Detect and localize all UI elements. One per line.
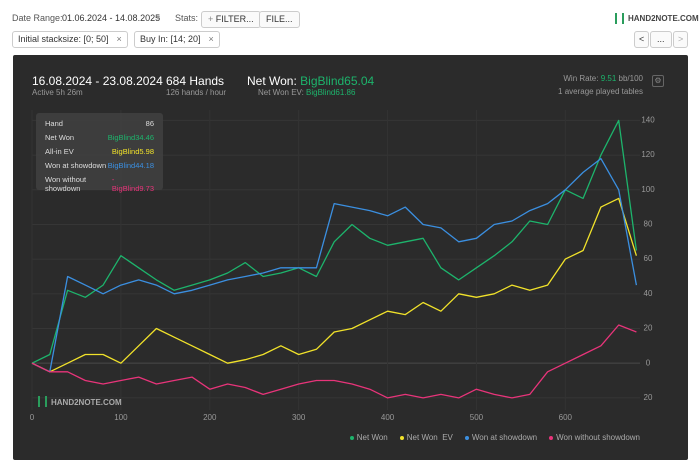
legend-label: Won without showdown <box>556 433 640 442</box>
more-button[interactable]: ... <box>650 31 672 48</box>
net-won-label: Net Won: <box>247 74 297 88</box>
tables: 1 average played tables <box>558 87 643 96</box>
watermark-icon <box>38 396 47 407</box>
tooltip-label: Net Won <box>45 133 75 142</box>
y-tick-label: 0 <box>646 358 651 367</box>
x-tick-label: 0 <box>30 413 35 422</box>
logo-icon <box>615 13 624 24</box>
filter-text: Initial stacksize: [0; 50] <box>18 34 109 44</box>
series-line <box>31 197 638 373</box>
net-won: Net Won: BigBlind65.04 <box>247 74 374 88</box>
tooltip-value: -BigBlind9.73 <box>111 175 154 193</box>
legend-item[interactable]: Net Won EV <box>399 433 453 442</box>
tooltip-row: Won without showdown -BigBlind9.73 <box>45 175 154 193</box>
legend-swatch <box>349 435 354 440</box>
win-rate-unit: bb/100 <box>618 74 643 83</box>
y-tick-label: 140 <box>641 116 655 125</box>
legend-label: Net Won EV <box>406 433 453 442</box>
tooltip-value: BigBlind5.98 <box>111 147 154 156</box>
remove-icon[interactable]: × <box>208 34 214 44</box>
ev-label: Net Won EV: <box>258 88 304 97</box>
file-button[interactable]: FILE... <box>259 11 300 28</box>
x-tick-label: 300 <box>292 413 306 422</box>
remove-icon[interactable]: × <box>116 34 122 44</box>
legend-label: Net Won <box>356 433 388 442</box>
y-tick-label: 100 <box>641 185 655 194</box>
legend-item[interactable]: Won at showdown <box>464 433 538 442</box>
x-tick-label: 600 <box>559 413 573 422</box>
tooltip-label: Won at showdown <box>45 161 107 170</box>
filter-tag[interactable]: Buy In: [14; 20] × <box>134 31 220 48</box>
y-tick-label: 60 <box>644 254 653 263</box>
x-tick-label: 400 <box>381 413 395 422</box>
filter-text: FILTER... <box>215 14 254 24</box>
legend-swatch <box>464 435 469 440</box>
date-label: Date Range: <box>12 13 63 23</box>
ev: Net Won EV: BigBlind61.86 <box>258 88 355 97</box>
series-line <box>31 157 638 373</box>
legend-swatch <box>549 435 554 440</box>
hands-rate: 126 hands / hour <box>166 88 227 97</box>
next-button[interactable]: > <box>673 31 689 48</box>
settings-icon[interactable]: ⚙ <box>652 75 664 87</box>
tooltip-label: Won without showdown <box>45 175 87 193</box>
filter-button[interactable]: + FILTER... <box>201 11 261 28</box>
hands: 684 Hands <box>166 74 225 88</box>
x-tick-label: 500 <box>470 413 484 422</box>
win-rate-label: Win Rate: <box>563 74 599 83</box>
watermark: HAND2NOTE.COM <box>51 398 122 407</box>
period: 16.08.2024 - 23.08.2024 <box>32 74 163 88</box>
tooltip: Hand 86 Net Won BigBlind34.46 All-in EV BigBl… <box>36 113 163 193</box>
filter-text: Buy In: [14; 20] <box>140 34 201 44</box>
legend-swatch <box>399 435 404 440</box>
ev-value: BigBlind61.86 <box>306 88 356 97</box>
tooltip-label: All-in EV <box>45 147 74 156</box>
win-rate-value: 9.51 <box>600 74 617 83</box>
chart-panel: 16.08.2024 - 23.08.2024 Active 5h 26m 68… <box>13 55 688 460</box>
prev-button[interactable]: < <box>634 31 650 48</box>
tooltip-value: BigBlind44.18 <box>107 161 154 170</box>
x-tick-label: 200 <box>203 413 217 422</box>
date-range[interactable]: 01.06.2024 - 14.08.2025 <box>62 13 161 23</box>
series-line <box>31 119 638 364</box>
legend-label: Won at showdown <box>471 433 538 442</box>
y-tick-label: 20 <box>644 393 653 402</box>
y-tick-label: 20 <box>644 324 653 333</box>
tooltip-value: BigBlind34.46 <box>107 133 154 142</box>
logo: HAND2NOTE.COM <box>628 14 699 23</box>
legend-item[interactable]: Won without showdown <box>549 433 640 442</box>
y-tick-label: 80 <box>644 220 653 229</box>
legend-item[interactable]: Net Won <box>349 433 388 442</box>
win-rate: Win Rate: 9.51 bb/100 <box>563 74 643 83</box>
tooltip-row: Won at showdown BigBlind44.18 <box>45 161 154 170</box>
x-tick-label: 100 <box>114 413 128 422</box>
dropdown-arrow: ▾ <box>156 13 161 22</box>
series-line <box>31 324 637 399</box>
y-tick-label: 40 <box>644 289 653 298</box>
legend: Net Won Net Won EV Won at showdown Won with… <box>349 433 640 442</box>
filter-tag[interactable]: Initial stacksize: [0; 50] × <box>12 31 128 48</box>
y-tick-label: 120 <box>641 150 655 159</box>
stats-label: Stats: <box>175 13 199 23</box>
active-time: Active 5h 26m <box>32 88 83 97</box>
net-won-value: BigBlind65.04 <box>300 74 375 88</box>
tooltip-row: All-in EV BigBlind5.98 <box>45 147 154 156</box>
tooltip-value: 86 <box>145 119 154 128</box>
tooltip-row: Net Won BigBlind34.46 <box>45 133 154 142</box>
tooltip-label: Hand <box>45 119 63 128</box>
tooltip-row: Hand 86 <box>45 119 154 128</box>
